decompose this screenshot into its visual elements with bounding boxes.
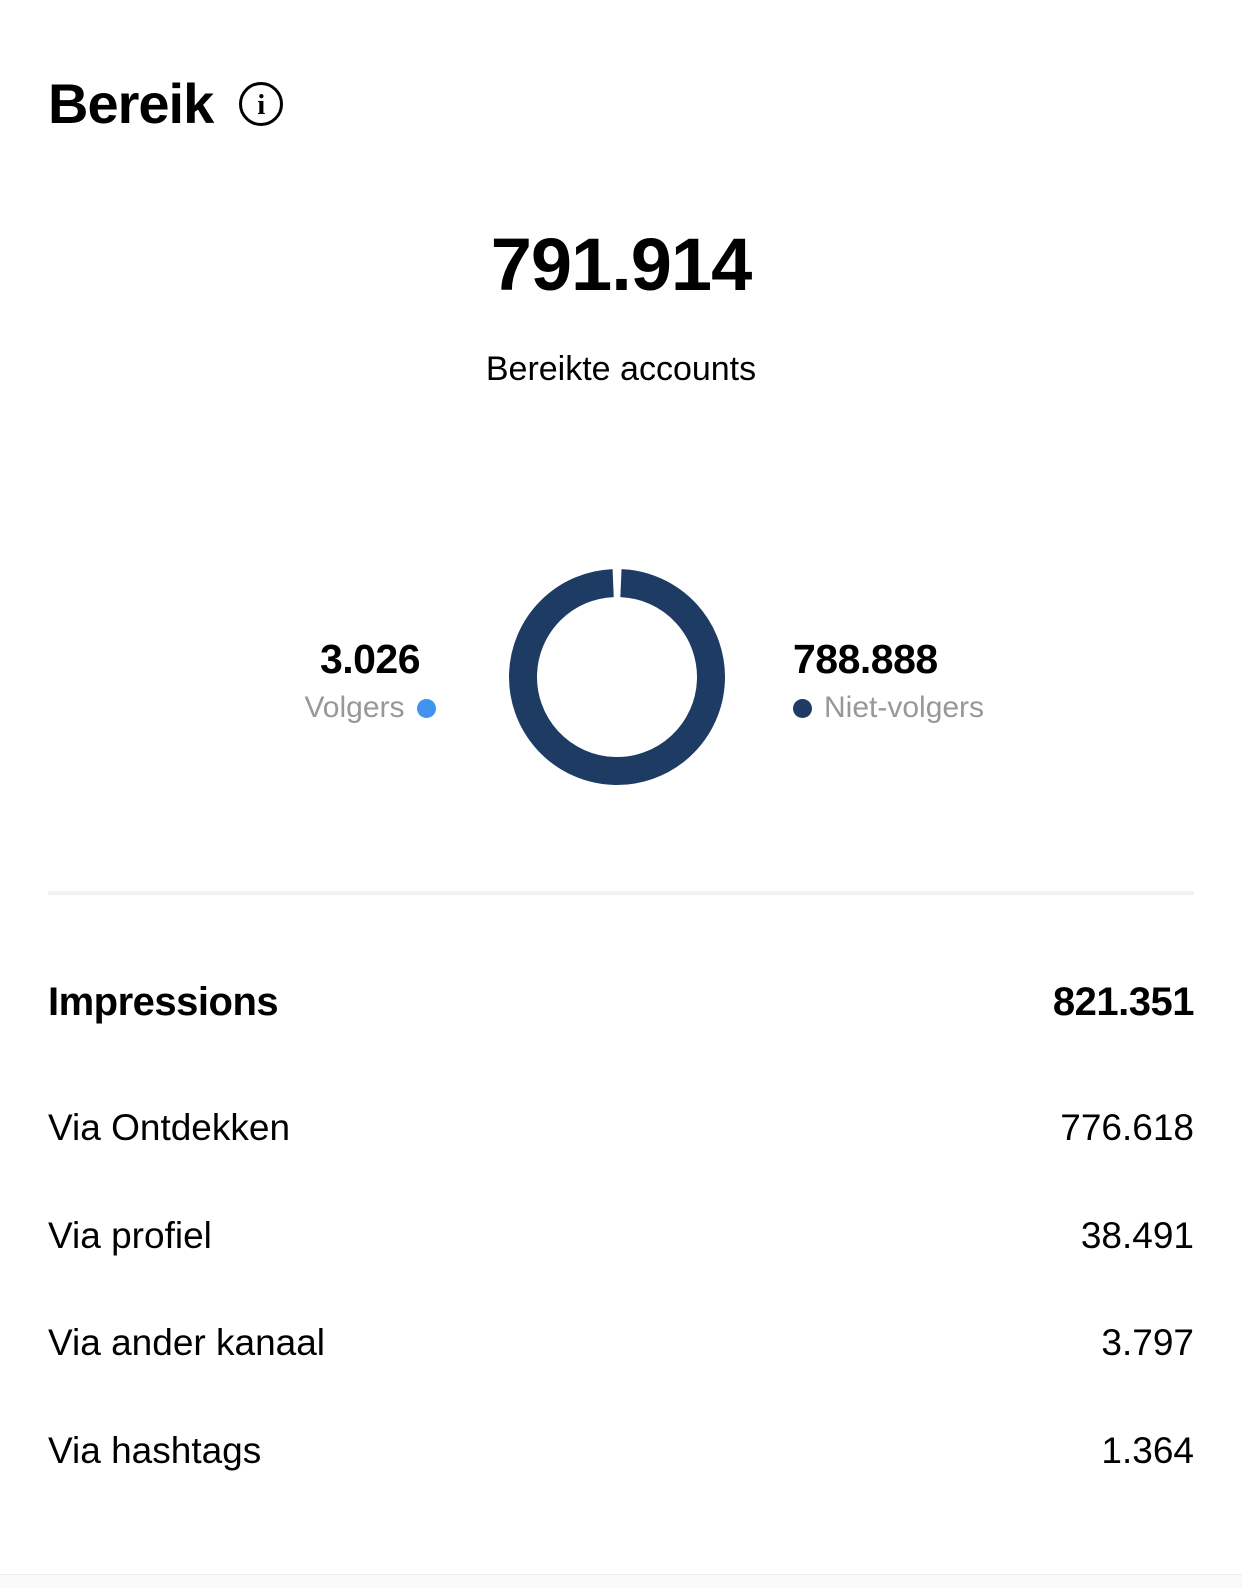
impressions-row-profiel: Via profiel 38.491	[48, 1217, 1194, 1254]
followers-label: Volgers	[304, 691, 405, 724]
page-title: Bereik	[48, 72, 214, 135]
info-circle-icon: i	[257, 88, 266, 121]
impressions-title: Impressions	[48, 980, 279, 1024]
non-followers-dot-icon	[793, 698, 812, 718]
row-value: 1.364	[1101, 1430, 1194, 1471]
followers-value: 3.026	[319, 636, 421, 682]
row-label: Via hashtags	[48, 1430, 262, 1471]
row-value: 3.797	[1101, 1322, 1194, 1363]
followers-dot-icon	[416, 698, 436, 718]
row-label: Via Ontdekken	[48, 1107, 291, 1148]
section-divider	[48, 891, 1194, 895]
non-followers-label: Niet-volgers	[824, 691, 985, 724]
page-header: Bereik i	[48, 72, 284, 135]
impressions-row-ander-kanaal: Via ander kanaal 3.797	[48, 1324, 1194, 1361]
legend-non-followers: 788.888 Niet-volgers	[793, 638, 1053, 723]
impressions-row-hashtags: Via hashtags 1.364	[48, 1432, 1194, 1469]
reached-accounts-value: 791.914	[490, 223, 753, 306]
row-value: 776.618	[1060, 1107, 1194, 1148]
impressions-header: Impressions 821.351	[48, 980, 1195, 1024]
legend-followers: 3.026 Volgers	[255, 638, 485, 723]
non-followers-ring-segment	[509, 569, 725, 785]
row-label: Via ander kanaal	[48, 1322, 326, 1363]
impressions-total: 821.351	[1052, 980, 1195, 1024]
bottom-bar-edge	[0, 1574, 1242, 1588]
non-followers-value: 788.888	[793, 636, 938, 682]
impressions-row-ontdekken: Via Ontdekken 776.618	[48, 1109, 1194, 1146]
info-button[interactable]: i	[239, 82, 284, 126]
row-value: 38.491	[1080, 1215, 1194, 1256]
reach-donut-chart	[509, 569, 725, 785]
reached-accounts-caption: Bereikte accounts	[485, 350, 757, 388]
row-label: Via profiel	[48, 1215, 212, 1256]
